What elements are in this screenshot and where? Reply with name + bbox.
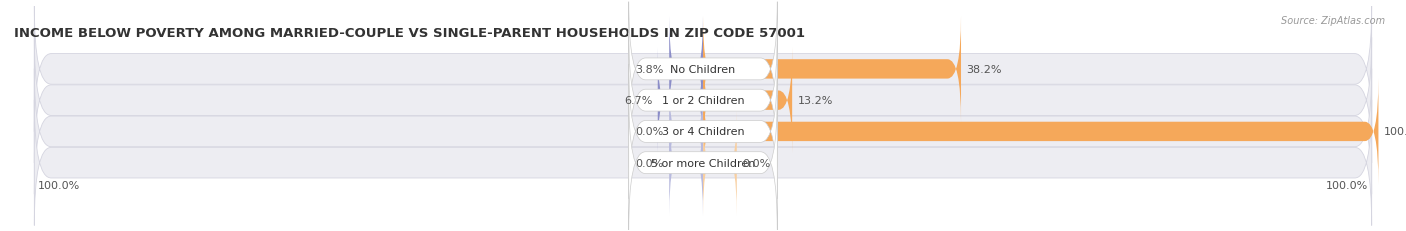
- FancyBboxPatch shape: [628, 34, 778, 168]
- FancyBboxPatch shape: [669, 79, 703, 184]
- Text: 1 or 2 Children: 1 or 2 Children: [662, 96, 744, 106]
- FancyBboxPatch shape: [669, 110, 703, 216]
- FancyBboxPatch shape: [628, 3, 778, 137]
- Text: 0.0%: 0.0%: [636, 127, 664, 137]
- FancyBboxPatch shape: [703, 79, 1378, 184]
- Text: Source: ZipAtlas.com: Source: ZipAtlas.com: [1281, 16, 1385, 26]
- FancyBboxPatch shape: [628, 65, 778, 199]
- FancyBboxPatch shape: [34, 7, 1372, 132]
- FancyBboxPatch shape: [34, 100, 1372, 225]
- FancyBboxPatch shape: [628, 96, 778, 230]
- Text: 3 or 4 Children: 3 or 4 Children: [662, 127, 744, 137]
- Text: 100.0%: 100.0%: [38, 180, 80, 190]
- FancyBboxPatch shape: [703, 110, 737, 216]
- Text: INCOME BELOW POVERTY AMONG MARRIED-COUPLE VS SINGLE-PARENT HOUSEHOLDS IN ZIP COD: INCOME BELOW POVERTY AMONG MARRIED-COUPL…: [14, 27, 806, 40]
- Text: 5 or more Children: 5 or more Children: [651, 158, 755, 168]
- FancyBboxPatch shape: [703, 17, 962, 122]
- Text: 38.2%: 38.2%: [966, 65, 1002, 75]
- Text: 6.7%: 6.7%: [624, 96, 652, 106]
- Text: 100.0%: 100.0%: [1384, 127, 1406, 137]
- Text: 3.8%: 3.8%: [636, 65, 664, 75]
- Text: 100.0%: 100.0%: [1326, 180, 1368, 190]
- FancyBboxPatch shape: [658, 48, 703, 153]
- Text: 0.0%: 0.0%: [636, 158, 664, 168]
- FancyBboxPatch shape: [669, 17, 703, 122]
- Text: 13.2%: 13.2%: [797, 96, 832, 106]
- FancyBboxPatch shape: [703, 48, 792, 153]
- FancyBboxPatch shape: [34, 69, 1372, 195]
- Text: No Children: No Children: [671, 65, 735, 75]
- FancyBboxPatch shape: [34, 38, 1372, 163]
- Text: 0.0%: 0.0%: [742, 158, 770, 168]
